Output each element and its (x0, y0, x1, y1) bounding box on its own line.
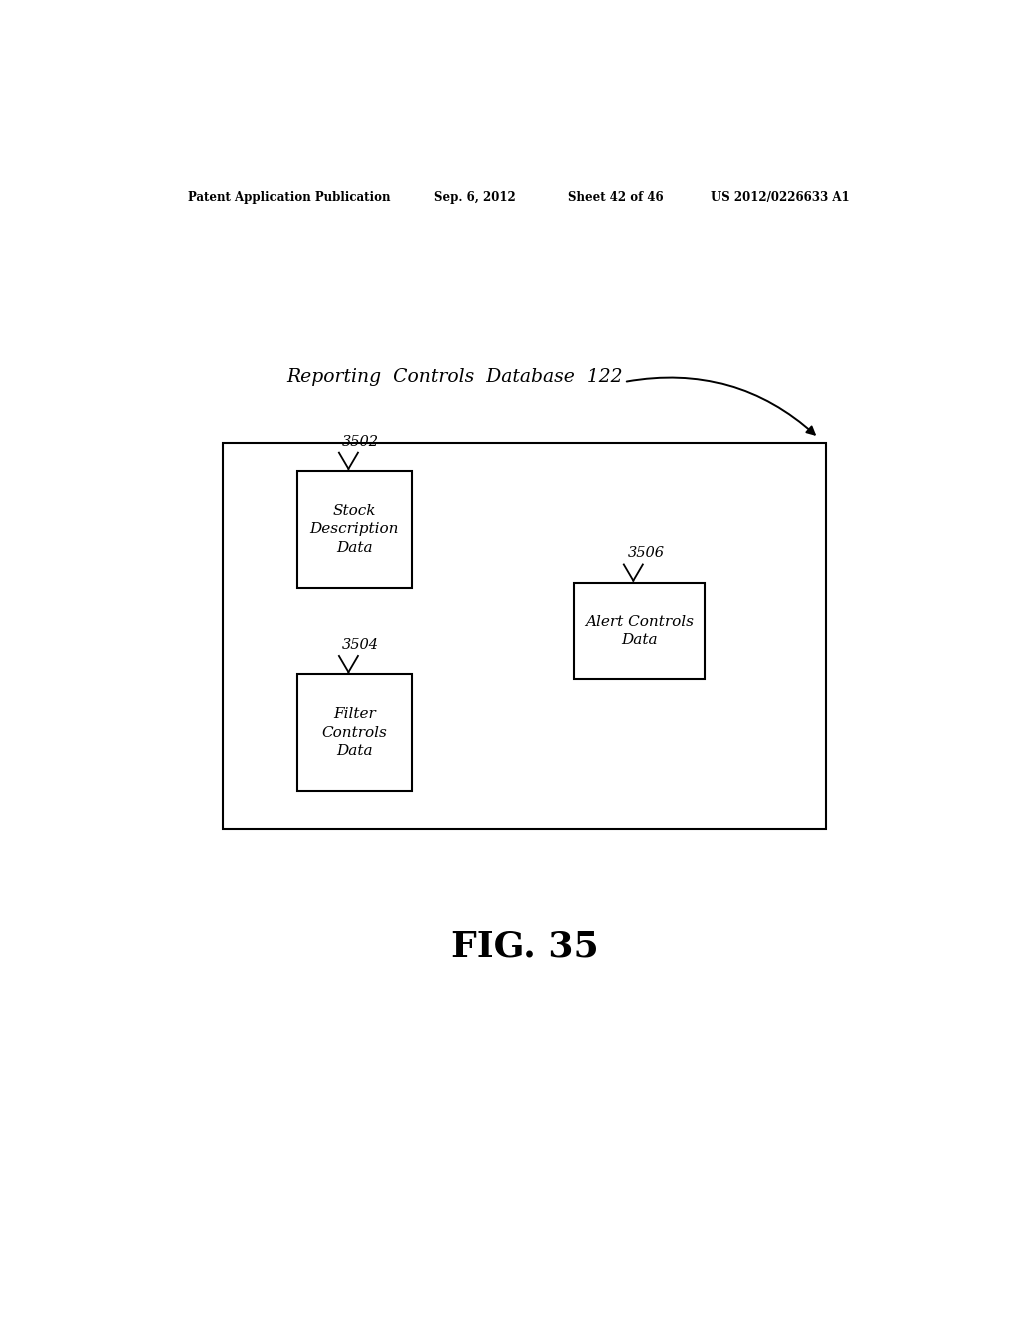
Text: Sheet 42 of 46: Sheet 42 of 46 (568, 190, 665, 203)
Text: Alert Controls
Data: Alert Controls Data (586, 615, 694, 647)
Text: Sep. 6, 2012: Sep. 6, 2012 (433, 190, 515, 203)
Text: US 2012/0226633 A1: US 2012/0226633 A1 (712, 190, 850, 203)
Bar (297, 471, 412, 587)
Text: FIG. 35: FIG. 35 (451, 929, 599, 964)
Text: Filter
Controls
Data: Filter Controls Data (322, 708, 387, 758)
Text: 3504: 3504 (341, 638, 379, 652)
Text: Patent Application Publication: Patent Application Publication (187, 190, 390, 203)
Text: 3506: 3506 (628, 546, 665, 561)
Bar (223, 444, 826, 829)
Bar (297, 675, 412, 791)
Text: 3502: 3502 (341, 434, 379, 449)
Text: Stock
Description
Data: Stock Description Data (309, 504, 399, 554)
Bar (574, 582, 706, 680)
Text: Reporting  Controls  Database  122: Reporting Controls Database 122 (287, 368, 624, 385)
